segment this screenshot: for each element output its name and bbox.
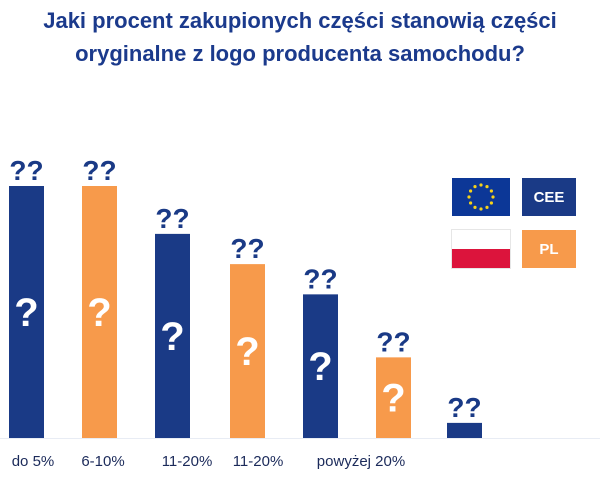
bar-5-inner-label: ? [308, 345, 332, 389]
chart-title: Jaki procent zakupionych części stanowią… [0, 4, 600, 70]
bar-4-inner-label: ? [235, 330, 259, 374]
bar-1-cee [9, 186, 44, 438]
legend-label-cee: CEE [533, 188, 565, 206]
eu-stars-icon [467, 183, 495, 211]
chart-title-line-2: oryginalne z logo producenta samochodu? [75, 41, 525, 66]
bar-3-cee [155, 233, 190, 438]
bar-1-top-label: ?? [9, 155, 43, 186]
legend-box-cee: CEE [522, 178, 576, 216]
x-tick-label-2: 6-10% [81, 453, 124, 470]
eu-flag-icon [452, 178, 510, 216]
bar-6-pl [376, 357, 411, 438]
bar-4-pl [230, 264, 265, 438]
bar-7-top-label: ?? [447, 392, 481, 423]
bar-7-cee [447, 422, 482, 438]
bar-1-inner-label: ? [14, 291, 38, 335]
bar-2-pl [82, 186, 117, 438]
x-tick-label-4: 11-20% [233, 453, 284, 470]
bar-2-inner-label: ? [87, 291, 111, 335]
poland-flag-icon [452, 230, 510, 268]
chart-title-line-1: Jaki procent zakupionych części stanowią… [43, 8, 557, 33]
legend-box-pl: PL [522, 230, 576, 268]
x-tick-label-1: do 5% [12, 453, 55, 470]
bar-3-top-label: ?? [155, 203, 189, 234]
bar-2-top-label: ?? [82, 155, 116, 186]
bar-4-top-label: ?? [230, 233, 264, 264]
bar-5-cee [303, 294, 338, 438]
bar-6-inner-label: ? [381, 377, 405, 421]
x-tick-label-5: powyżej 20% [317, 453, 405, 470]
legend-label-pl: PL [539, 240, 559, 258]
bar-5-top-label: ?? [303, 263, 337, 294]
x-tick-label-3: 11-20% [162, 453, 213, 470]
bar-6-top-label: ?? [376, 326, 410, 357]
bar-3-inner-label: ? [160, 315, 184, 359]
